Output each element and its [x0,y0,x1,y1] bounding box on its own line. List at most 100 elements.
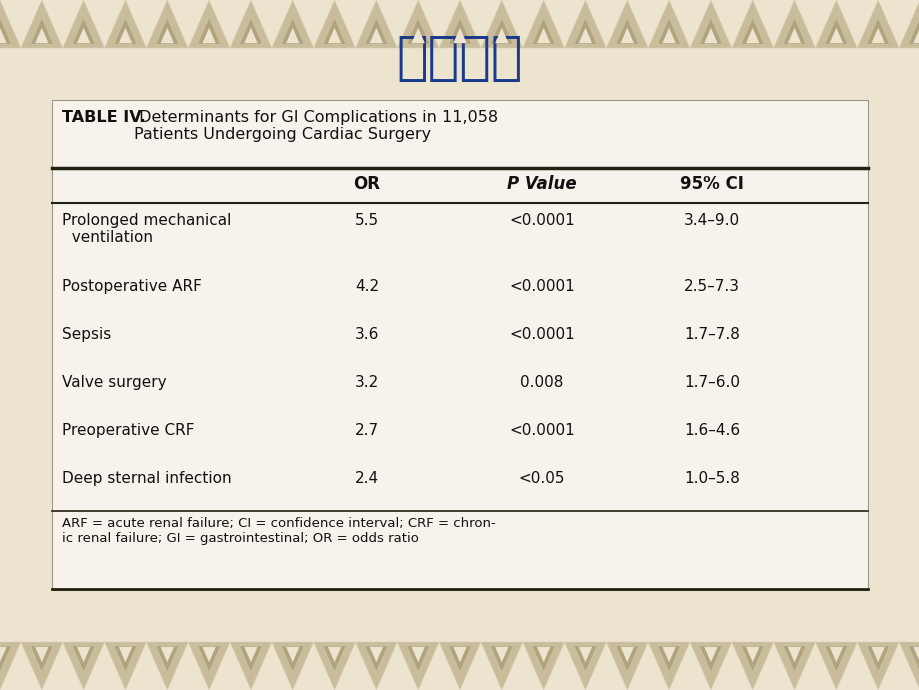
Polygon shape [787,28,800,43]
Polygon shape [564,0,606,48]
Polygon shape [689,642,731,690]
Text: Deep sternal infection: Deep sternal infection [62,471,232,486]
Polygon shape [411,28,425,43]
Polygon shape [824,18,847,44]
Polygon shape [745,647,758,662]
Polygon shape [188,642,230,690]
Polygon shape [898,642,919,690]
Polygon shape [286,647,299,662]
Polygon shape [494,28,508,43]
Polygon shape [119,28,132,43]
Polygon shape [369,28,382,43]
Polygon shape [698,646,721,672]
Polygon shape [481,0,522,48]
Polygon shape [913,647,919,662]
Polygon shape [77,28,90,43]
Text: 2.5–7.3: 2.5–7.3 [683,279,739,294]
Polygon shape [620,647,633,662]
Polygon shape [397,0,438,48]
Polygon shape [21,0,62,48]
Polygon shape [829,28,842,43]
Bar [0,0,919,48]
Polygon shape [72,18,95,44]
Polygon shape [30,646,53,672]
Polygon shape [365,18,388,44]
Polygon shape [537,28,550,43]
Polygon shape [155,646,178,672]
Polygon shape [313,642,355,690]
Polygon shape [35,647,49,662]
Polygon shape [870,28,884,43]
Polygon shape [537,647,550,662]
Polygon shape [857,642,898,690]
Polygon shape [77,647,90,662]
Polygon shape [578,28,592,43]
Text: P Value: P Value [506,175,576,193]
Polygon shape [0,18,12,44]
Text: Preoperative CRF: Preoperative CRF [62,423,194,438]
Polygon shape [615,18,638,44]
Polygon shape [857,0,898,48]
Polygon shape [62,0,105,48]
Polygon shape [522,642,564,690]
Polygon shape [327,647,341,662]
Polygon shape [30,18,53,44]
Polygon shape [606,642,648,690]
Polygon shape [620,28,633,43]
Polygon shape [114,18,137,44]
Text: 1.0–5.8: 1.0–5.8 [684,471,739,486]
Polygon shape [119,647,132,662]
Polygon shape [323,18,346,44]
Polygon shape [787,647,800,662]
Text: 3.2: 3.2 [355,375,379,390]
Polygon shape [406,18,429,44]
Polygon shape [689,0,731,48]
Polygon shape [824,646,847,672]
Polygon shape [578,647,592,662]
Polygon shape [814,0,857,48]
Text: 1.7–7.8: 1.7–7.8 [684,327,739,342]
Polygon shape [453,647,466,662]
Polygon shape [397,642,438,690]
Polygon shape [230,642,271,690]
Polygon shape [438,642,481,690]
Polygon shape [490,18,513,44]
Polygon shape [741,18,764,44]
Polygon shape [114,646,137,672]
Polygon shape [271,0,313,48]
Polygon shape [62,642,105,690]
Polygon shape [355,642,397,690]
Polygon shape [239,18,262,44]
Polygon shape [161,28,174,43]
Text: ARF = acute renal failure; CI = confidence interval; CRF = chron-
ic renal failu: ARF = acute renal failure; CI = confiden… [62,517,495,545]
Polygon shape [866,646,889,672]
Polygon shape [741,646,764,672]
Polygon shape [662,28,675,43]
Polygon shape [202,28,216,43]
Polygon shape [773,0,814,48]
Polygon shape [490,646,513,672]
Polygon shape [369,647,382,662]
Polygon shape [239,646,262,672]
Polygon shape [323,646,346,672]
Polygon shape [448,646,471,672]
Polygon shape [0,647,6,662]
Bar [0,642,919,690]
Text: 1.6–4.6: 1.6–4.6 [683,423,739,438]
Polygon shape [870,647,884,662]
Polygon shape [453,28,466,43]
Polygon shape [448,18,471,44]
Polygon shape [898,0,919,48]
Bar [52,100,867,590]
Polygon shape [0,642,21,690]
Polygon shape [244,28,257,43]
Polygon shape [573,646,596,672]
Polygon shape [606,0,648,48]
Text: 2.7: 2.7 [355,423,379,438]
Polygon shape [355,0,397,48]
Polygon shape [908,18,919,44]
Text: <0.0001: <0.0001 [508,213,574,228]
Polygon shape [155,18,178,44]
Text: Postoperative ARF: Postoperative ARF [62,279,201,294]
Polygon shape [745,28,758,43]
